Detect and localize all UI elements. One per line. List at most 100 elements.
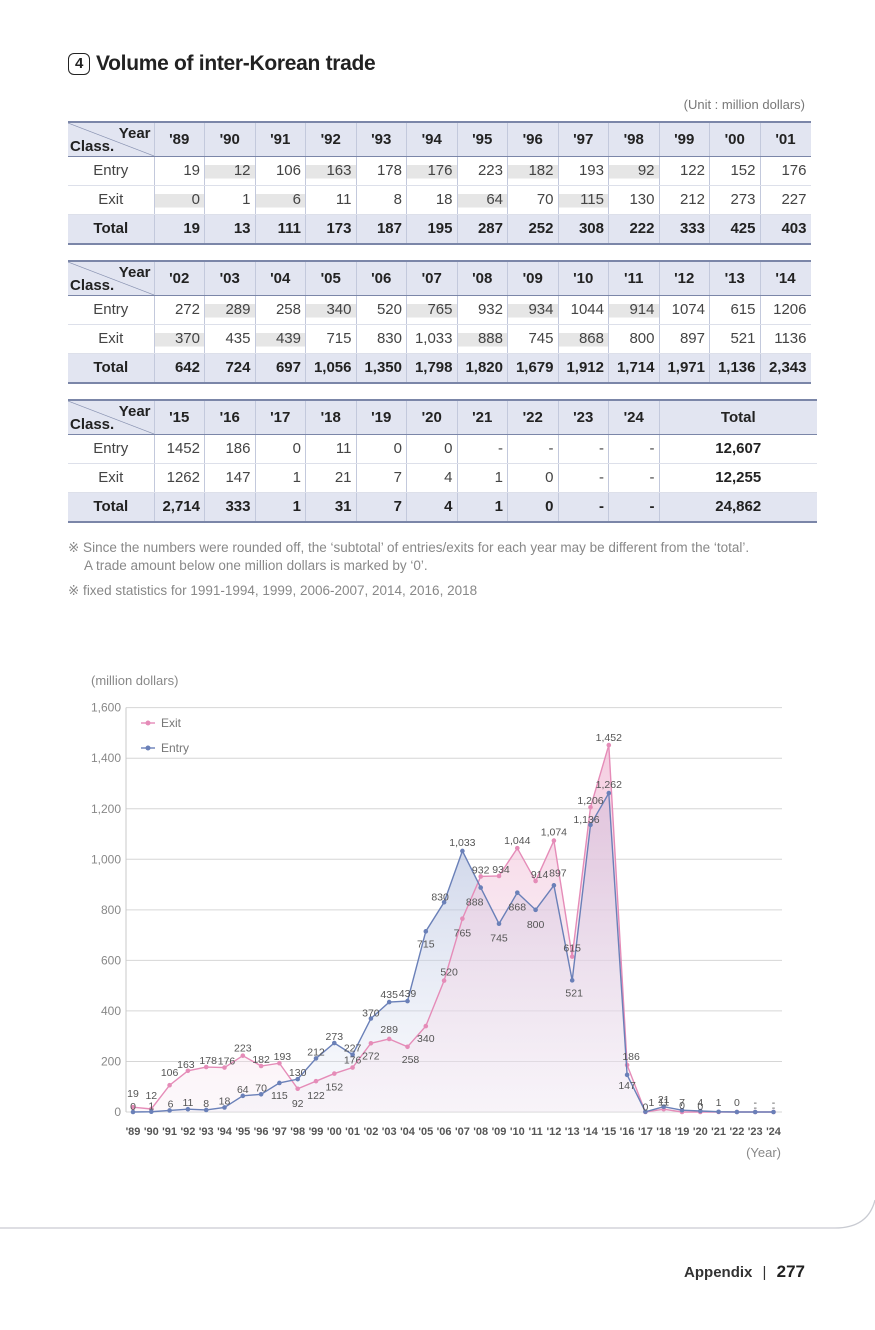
entry-data-point <box>295 1076 301 1082</box>
entry-value: 193 <box>558 156 609 186</box>
entry-data-label: 370 <box>362 1008 380 1020</box>
grand-total-entry: 12,607 <box>659 434 817 464</box>
x-tick-label: '94 <box>217 1126 233 1138</box>
entry-data-label: 521 <box>565 987 583 999</box>
exit-data-label: 1,452 <box>596 732 622 744</box>
exit-data-label: 1,206 <box>577 795 603 807</box>
entry-data-point <box>588 822 593 828</box>
exit-value: 21 <box>305 463 357 493</box>
legend-label: Exit <box>161 716 182 730</box>
entry-value: 1452 <box>154 434 205 464</box>
entry-data-label: 8 <box>203 1098 209 1110</box>
exit-value: 745 <box>507 324 559 354</box>
x-tick-label: '08 <box>473 1126 488 1138</box>
exit-data-label: 21 <box>658 1094 670 1106</box>
exit-value: 435 <box>204 324 256 354</box>
exit-data-label: 615 <box>563 943 581 955</box>
entry-value: 19 <box>154 156 205 186</box>
entry-data-point <box>679 1107 685 1113</box>
entry-data-label: 0 <box>642 1102 648 1114</box>
total-value: 195 <box>406 213 458 245</box>
entry-data-point <box>149 1109 154 1115</box>
exit-data-point <box>569 954 575 959</box>
x-tick-label: '02 <box>363 1126 378 1138</box>
class-year-header: Year Class. <box>68 399 155 435</box>
year-header: '20 <box>406 399 458 435</box>
total-value: 287 <box>457 213 508 245</box>
entry-data-label: - <box>772 1102 776 1114</box>
year-header: '02 <box>154 260 205 296</box>
year-header: '04 <box>255 260 306 296</box>
entry-value: 182 <box>507 156 559 186</box>
page-footer: Appendix | 277 <box>684 1262 805 1281</box>
entry-value: 258 <box>255 295 306 325</box>
entry-data-point <box>423 929 429 934</box>
x-tick-label: '96 <box>254 1126 269 1138</box>
total-value: 1 <box>457 491 508 523</box>
section-title: Volume of inter-Korean trade <box>96 52 376 75</box>
exit-data-label: 289 <box>380 1024 398 1036</box>
x-tick-label: '11 <box>528 1126 542 1138</box>
year-header: '24 <box>608 399 660 435</box>
total-value: 1,679 <box>507 352 559 384</box>
y-tick-label: 600 <box>101 953 121 967</box>
total-row-label: Total <box>68 491 155 523</box>
exit-value: 130 <box>608 185 660 215</box>
entry-data-point <box>240 1093 246 1099</box>
exit-data-label: 122 <box>307 1090 325 1102</box>
entry-value: - <box>608 434 660 464</box>
entry-series-line <box>132 790 774 1113</box>
page-corner-line <box>0 1199 875 1229</box>
chart-x-axis-title: (Year) <box>746 1145 781 1160</box>
x-tick-label: '93 <box>199 1126 214 1138</box>
year-header: '19 <box>356 399 407 435</box>
total-value: 111 <box>255 213 306 245</box>
exit-data-label: 106 <box>161 1067 179 1079</box>
exit-data-label: 1 <box>648 1097 654 1109</box>
year-header: '01 <box>760 121 811 157</box>
footer-section: Appendix <box>684 1264 753 1281</box>
entry-data-label: 1,136 <box>573 814 599 826</box>
x-tick-label: '19 <box>675 1126 690 1138</box>
entry-data-point <box>313 1056 319 1061</box>
year-header: '99 <box>659 121 710 157</box>
exit-data-point <box>130 1104 136 1110</box>
entry-value: 122 <box>659 156 710 186</box>
year-header: '93 <box>356 121 407 157</box>
entry-value: 12 <box>204 156 256 186</box>
entry-data-label: 745 <box>490 933 508 945</box>
year-header: '07 <box>406 260 458 296</box>
x-tick-label: '97 <box>272 1126 287 1138</box>
entry-value: 289 <box>204 295 256 325</box>
exit-value: 888 <box>457 324 508 354</box>
section-heading: 4 Volume of inter-Korean trade <box>68 52 376 76</box>
entry-value: 1206 <box>760 295 811 325</box>
exit-data-point <box>606 742 612 748</box>
total-value: 308 <box>558 213 609 245</box>
entry-data-point <box>515 890 520 895</box>
exit-data-point <box>423 1023 429 1029</box>
y-tick-label: 800 <box>101 903 121 917</box>
page-number: 277 <box>776 1262 805 1281</box>
trade-table-2: Year Class. '02'03'04'05'06'07'08'09'10'11… <box>68 260 811 384</box>
exit-value: 439 <box>255 324 306 354</box>
entry-data-label: 715 <box>417 938 435 950</box>
exit-data-point <box>313 1078 319 1084</box>
entry-data-label: 868 <box>509 902 527 914</box>
entry-data-point <box>441 899 447 905</box>
y-tick-label: 1,200 <box>91 802 121 816</box>
exit-value: 227 <box>760 185 811 215</box>
exit-value: 0 <box>507 463 559 493</box>
entry-data-label: 1 <box>148 1101 154 1113</box>
entry-value: 0 <box>255 434 306 464</box>
year-header-label: Year <box>118 125 151 142</box>
exit-data-label: 7 <box>679 1097 685 1109</box>
year-header: '21 <box>457 399 508 435</box>
x-tick-label: '07 <box>455 1126 470 1138</box>
entry-value: 934 <box>507 295 559 325</box>
entry-value: 272 <box>154 295 205 325</box>
total-value: - <box>608 491 660 523</box>
exit-data-label: 178 <box>199 1055 217 1067</box>
x-tick-label: '10 <box>510 1126 525 1138</box>
x-tick-label: '15 <box>601 1126 616 1138</box>
